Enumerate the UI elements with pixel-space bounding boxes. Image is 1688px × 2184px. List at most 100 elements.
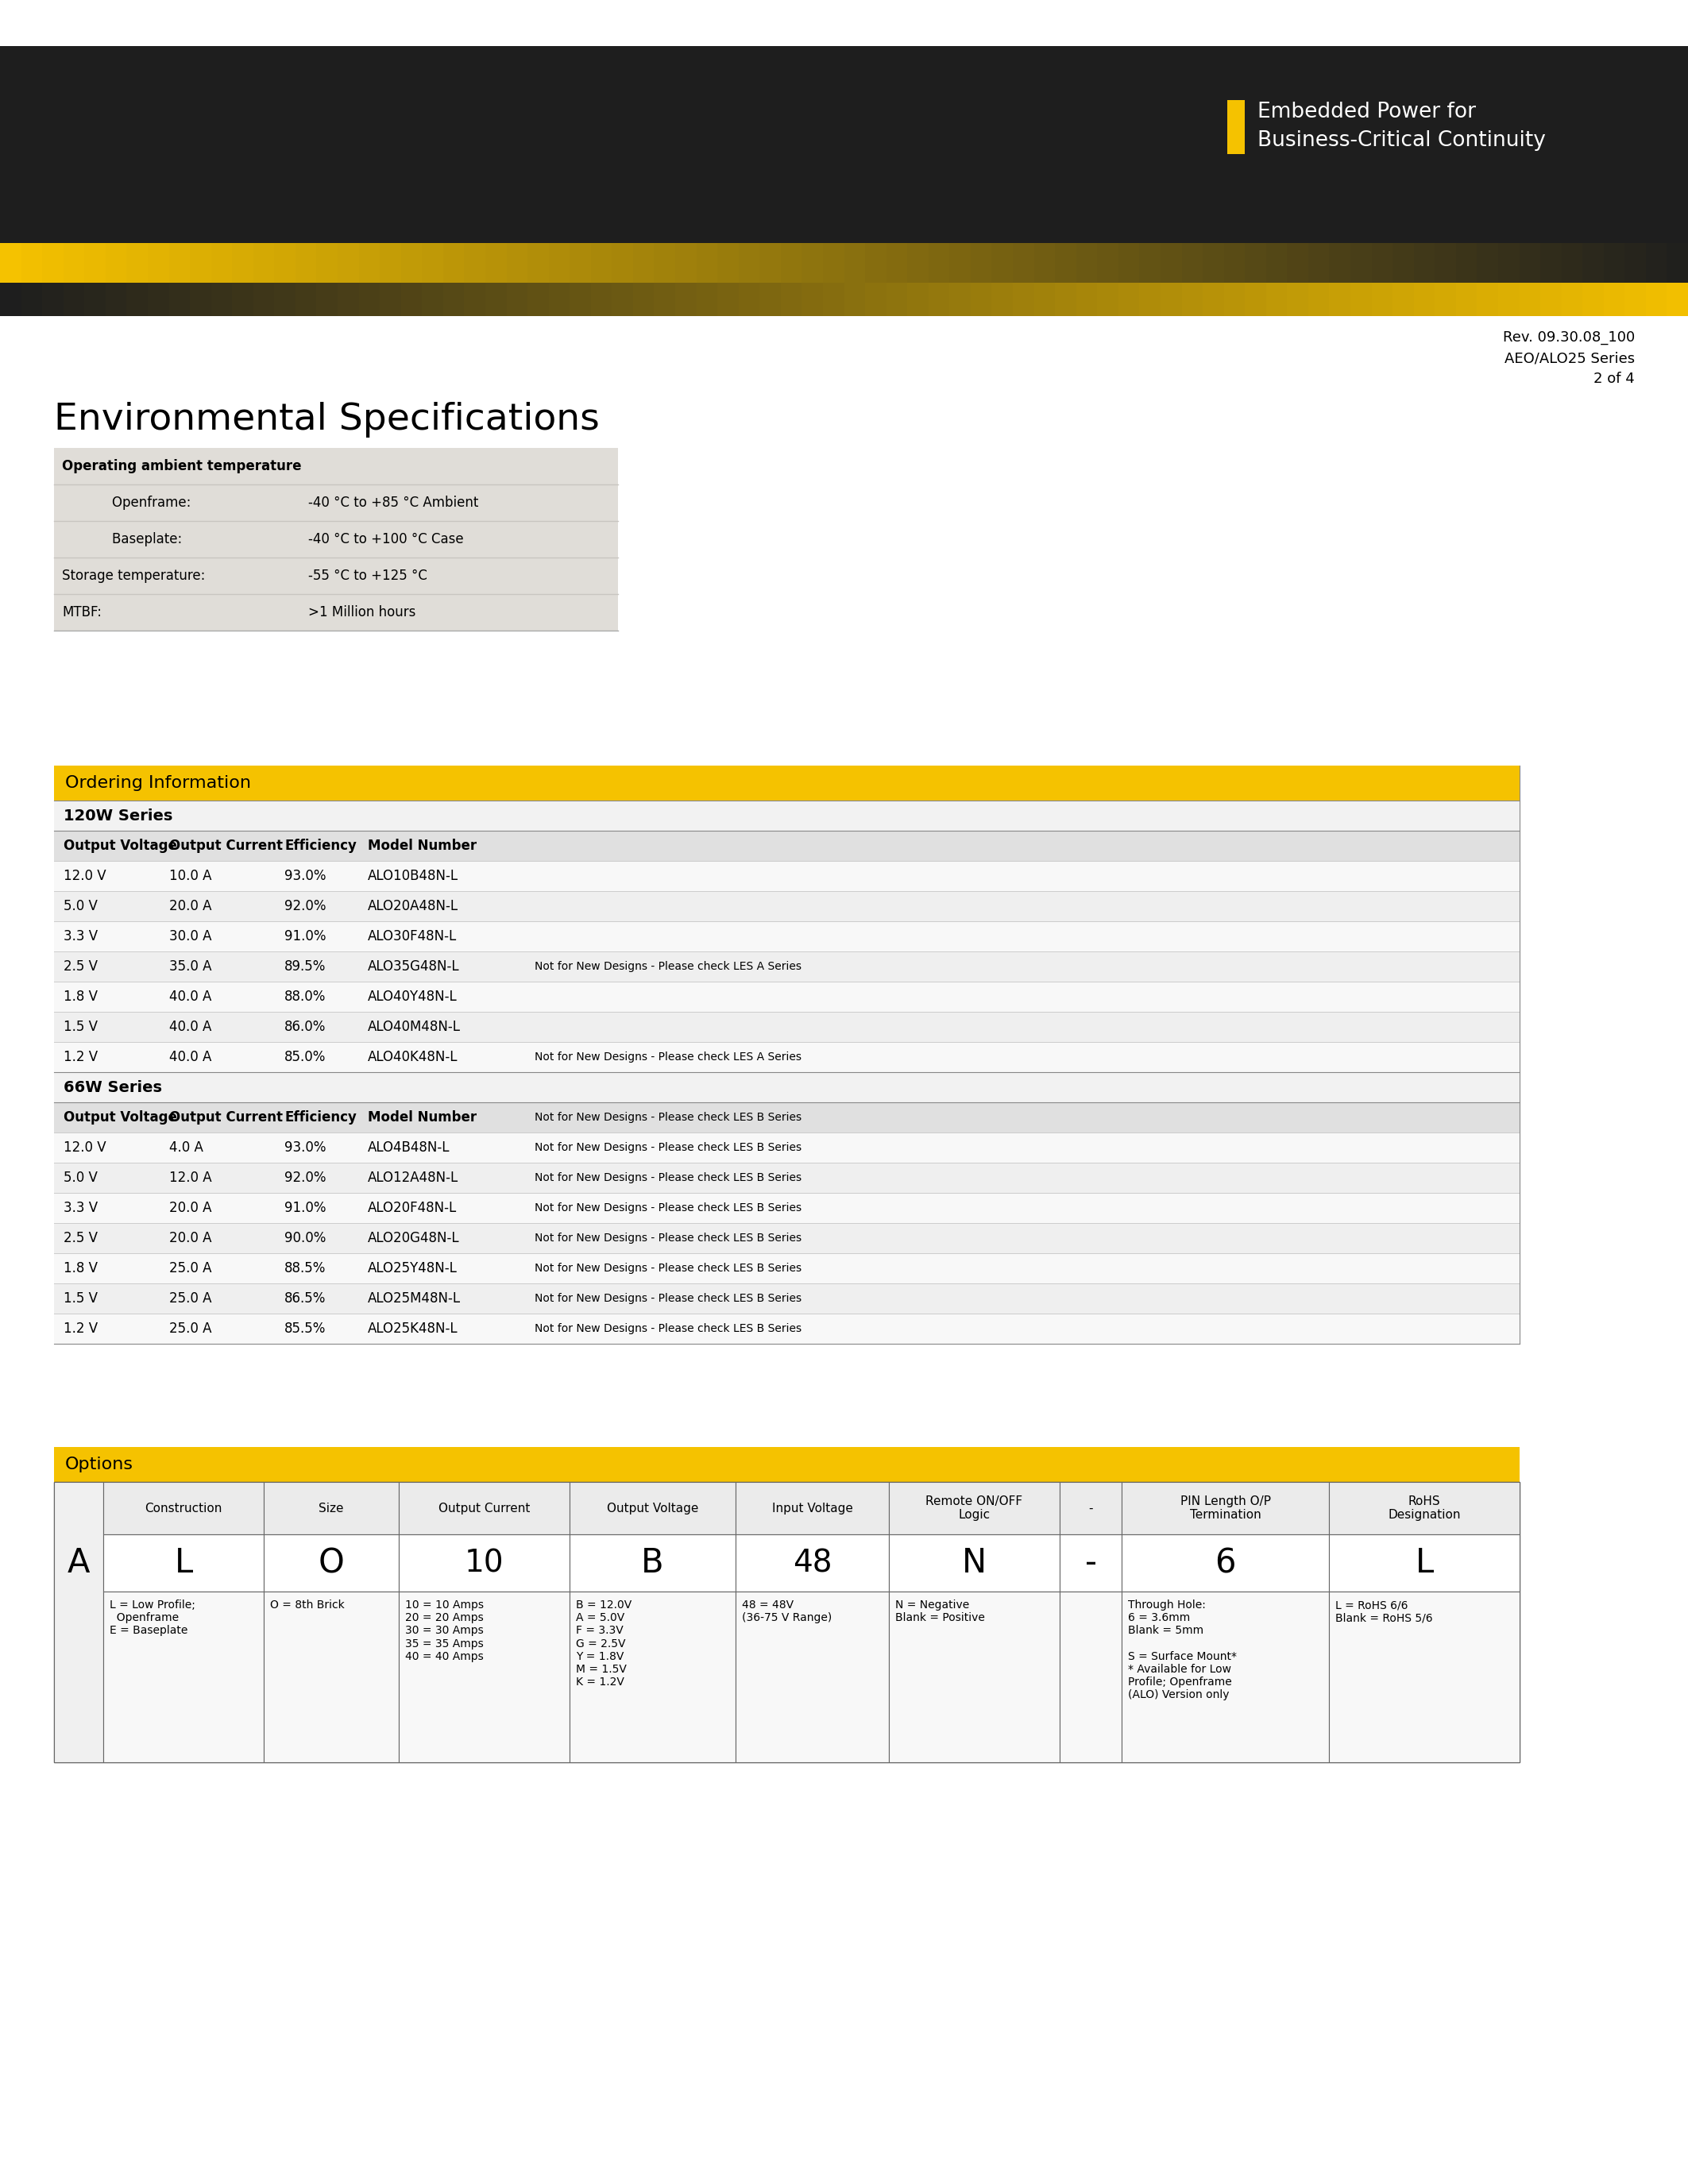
Text: AEO/ALO25 Series: AEO/ALO25 Series <box>1504 352 1634 365</box>
Bar <box>1288 242 1308 282</box>
Text: 85.5%: 85.5% <box>284 1321 326 1337</box>
Bar <box>273 282 295 317</box>
Bar <box>189 282 211 317</box>
Bar <box>1139 282 1161 317</box>
Text: N: N <box>962 1546 986 1579</box>
Bar <box>1435 242 1457 282</box>
Text: 93.0%: 93.0% <box>284 869 326 882</box>
Bar <box>1077 282 1097 317</box>
Text: 1.5 V: 1.5 V <box>64 1291 98 1306</box>
Bar <box>1371 242 1393 282</box>
Bar <box>263 1592 398 1762</box>
Text: 66W Series: 66W Series <box>64 1079 162 1094</box>
Bar <box>569 1535 736 1592</box>
Text: 10.0 A: 10.0 A <box>169 869 211 882</box>
Text: Not for New Designs - Please check LES B Series: Not for New Designs - Please check LES B… <box>535 1203 802 1214</box>
Bar <box>0 46 1688 242</box>
Bar <box>1350 242 1372 282</box>
Bar <box>54 860 1519 891</box>
Bar <box>1415 242 1435 282</box>
Bar <box>1435 282 1457 317</box>
Bar <box>464 282 486 317</box>
Text: 1.5 V: 1.5 V <box>64 1020 98 1033</box>
Bar <box>169 242 191 282</box>
Bar <box>1455 242 1477 282</box>
Bar <box>780 282 802 317</box>
Bar <box>1013 242 1035 282</box>
Bar <box>1308 242 1330 282</box>
Bar <box>1646 282 1668 317</box>
Bar <box>54 952 1519 981</box>
Bar <box>571 242 591 282</box>
Bar <box>697 282 717 317</box>
Bar <box>1583 242 1604 282</box>
Bar <box>655 242 675 282</box>
Bar <box>1055 282 1077 317</box>
Text: ALO25K48N-L: ALO25K48N-L <box>368 1321 457 1337</box>
Text: N = Negative
Blank = Positive: N = Negative Blank = Positive <box>895 1599 984 1623</box>
Bar <box>1161 242 1182 282</box>
Bar <box>549 242 571 282</box>
Bar <box>506 242 528 282</box>
Bar <box>442 282 464 317</box>
Text: 25.0 A: 25.0 A <box>169 1321 211 1337</box>
Bar <box>253 282 275 317</box>
Bar <box>569 1592 736 1762</box>
Text: 10 = 10 Amps
20 = 20 Amps
30 = 30 Amps
35 = 35 Amps
40 = 40 Amps: 10 = 10 Amps 20 = 20 Amps 30 = 30 Amps 3… <box>405 1599 484 1662</box>
Text: 20.0 A: 20.0 A <box>169 1201 211 1214</box>
Bar <box>105 282 127 317</box>
Bar <box>54 1072 1519 1103</box>
Bar <box>506 282 528 317</box>
Text: ALO35G48N-L: ALO35G48N-L <box>368 959 459 974</box>
Text: 25.0 A: 25.0 A <box>169 1291 211 1306</box>
Bar <box>1246 282 1266 317</box>
Text: Baseplate:: Baseplate: <box>62 533 182 546</box>
Bar <box>736 1483 890 1535</box>
Bar <box>802 282 824 317</box>
Bar <box>263 1535 398 1592</box>
Bar <box>422 282 444 317</box>
Text: L = RoHS 6/6
Blank = RoHS 5/6: L = RoHS 6/6 Blank = RoHS 5/6 <box>1335 1599 1433 1623</box>
Text: Embedded Power for: Embedded Power for <box>1258 103 1475 122</box>
Text: 92.0%: 92.0% <box>284 1171 326 1186</box>
Bar <box>20 242 42 282</box>
Text: Options: Options <box>66 1457 133 1472</box>
Bar <box>1539 242 1561 282</box>
Bar <box>398 1535 569 1592</box>
Bar <box>1033 242 1055 282</box>
Bar <box>464 242 486 282</box>
Bar <box>1077 242 1097 282</box>
Bar <box>358 282 380 317</box>
Bar <box>338 282 360 317</box>
Bar <box>402 282 422 317</box>
Bar <box>54 1011 1519 1042</box>
Text: Output Voltage: Output Voltage <box>606 1503 699 1514</box>
Bar <box>1519 282 1541 317</box>
Text: Ordering Information: Ordering Information <box>66 775 252 791</box>
Bar <box>127 242 149 282</box>
Bar <box>84 282 106 317</box>
Text: 90.0%: 90.0% <box>284 1232 326 1245</box>
Bar <box>928 282 950 317</box>
Bar <box>486 282 506 317</box>
Text: ALO30F48N-L: ALO30F48N-L <box>368 928 457 943</box>
Bar <box>54 981 1519 1011</box>
Bar <box>295 242 317 282</box>
Bar <box>655 282 675 317</box>
Text: 85.0%: 85.0% <box>284 1051 326 1064</box>
Text: Not for New Designs - Please check LES A Series: Not for New Designs - Please check LES A… <box>535 961 802 972</box>
Bar <box>1121 1592 1328 1762</box>
Bar <box>949 242 971 282</box>
Text: Not for New Designs - Please check LES B Series: Not for New Designs - Please check LES B… <box>535 1112 802 1123</box>
Text: 86.5%: 86.5% <box>284 1291 326 1306</box>
Bar <box>54 1254 1519 1284</box>
Bar <box>1393 242 1415 282</box>
Bar <box>1415 282 1435 317</box>
Bar <box>844 282 866 317</box>
Text: ALO40M48N-L: ALO40M48N-L <box>368 1020 461 1033</box>
Text: Input Voltage: Input Voltage <box>771 1503 852 1514</box>
Bar <box>233 242 253 282</box>
Bar <box>1455 282 1477 317</box>
Bar <box>54 1133 1519 1162</box>
Text: Output Voltage: Output Voltage <box>64 1109 177 1125</box>
